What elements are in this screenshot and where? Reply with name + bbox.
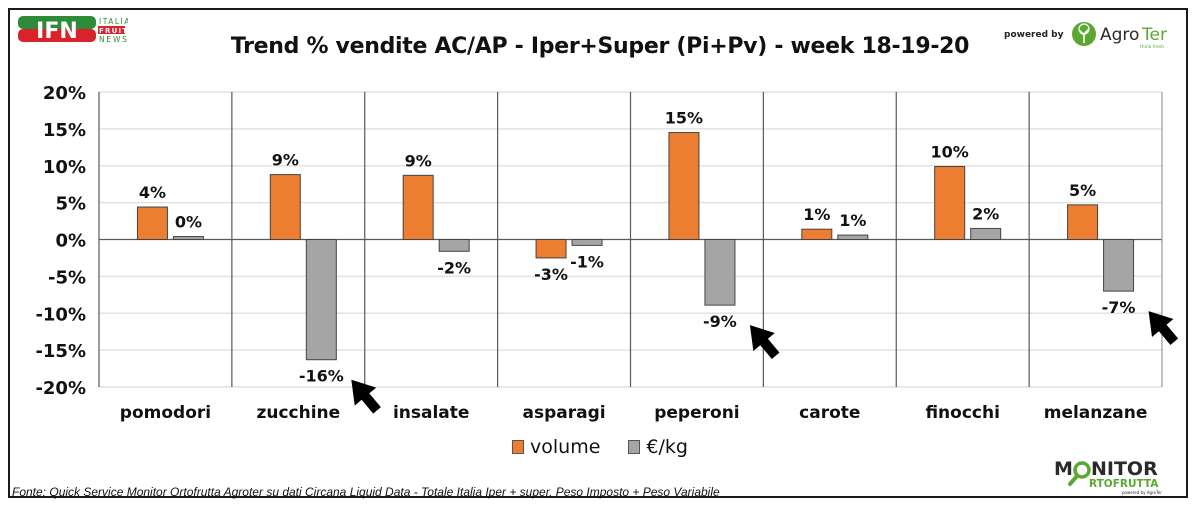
chart-frame bbox=[8, 8, 1188, 498]
data-label: 15% bbox=[665, 109, 703, 128]
svg-text:Agro: Agro bbox=[1100, 25, 1139, 45]
y-tick-label: 15% bbox=[43, 120, 86, 141]
bar-price-carote bbox=[837, 234, 869, 240]
bar-volume-peperoni bbox=[668, 132, 700, 240]
svg-text:powered by AgroTer: powered by AgroTer bbox=[1122, 490, 1162, 495]
data-label: 4% bbox=[139, 183, 166, 202]
svg-text:think fresh: think fresh bbox=[1140, 44, 1164, 50]
x-tick-label: peperoni bbox=[654, 403, 739, 423]
y-tick-label: -5% bbox=[48, 267, 86, 288]
x-tick-label: insalate bbox=[393, 403, 469, 423]
bar-price-melanzane bbox=[1103, 239, 1135, 292]
y-tick-label: 10% bbox=[43, 157, 86, 178]
y-tick-label: -20% bbox=[35, 378, 86, 399]
arrow-icon bbox=[351, 379, 381, 414]
bar-volume-pomodori bbox=[136, 206, 168, 241]
legend-label-price: €/kg bbox=[646, 436, 688, 458]
data-label: -16% bbox=[299, 367, 344, 386]
bar-volume-finocchi bbox=[934, 165, 966, 240]
chart-title: Trend % vendite AC/AP - Iper+Super (Pi+P… bbox=[230, 34, 970, 59]
data-label: -2% bbox=[437, 258, 471, 277]
bar-price-zucchine bbox=[305, 239, 337, 361]
y-tick-label: -15% bbox=[35, 341, 86, 362]
data-label: -1% bbox=[570, 252, 604, 271]
data-label: -7% bbox=[1102, 298, 1136, 317]
arrow-icon bbox=[1148, 311, 1179, 345]
bar-price-peperoni bbox=[704, 239, 736, 306]
agroter-logo: Agro Ter think fresh bbox=[1072, 22, 1167, 50]
svg-text:FRUIT: FRUIT bbox=[99, 27, 128, 35]
svg-text:Ter: Ter bbox=[1141, 25, 1167, 45]
y-axis-ticks: 20% 15% 10% 5% 0% -5% -10% -15% -20% bbox=[35, 83, 86, 399]
data-label: 1% bbox=[803, 205, 830, 224]
y-tick-label: 20% bbox=[43, 83, 86, 104]
legend: volume €/kg bbox=[0, 436, 1200, 458]
arrow-shape bbox=[351, 379, 381, 414]
data-label: 0% bbox=[175, 213, 202, 232]
monitor-ortofrutta-logo: M NITOR RTOFRUTTA powered by AgroTer bbox=[1054, 458, 1162, 495]
svg-text:NITOR: NITOR bbox=[1091, 458, 1158, 480]
legend-swatch-volume bbox=[512, 440, 525, 454]
gridlines bbox=[98, 91, 1163, 388]
data-label: 9% bbox=[272, 151, 299, 170]
source-note: Fonte: Quick Service Monitor Ortofrutta … bbox=[12, 485, 720, 499]
data-label: 10% bbox=[931, 142, 969, 161]
arrow-shape bbox=[749, 325, 780, 359]
bar-price-insalate bbox=[438, 239, 470, 252]
x-tick-label: carote bbox=[799, 403, 860, 423]
bar-price-finocchi bbox=[970, 227, 1002, 240]
x-tick-label: zucchine bbox=[256, 403, 340, 423]
bar-volume-zucchine bbox=[269, 174, 301, 241]
data-labels: 4% 0% 9% -16% 9% -2% -3%-1% 15% -9% 1% 1% 10% 2% 5% -7… bbox=[139, 109, 1136, 386]
y-tick-label: 5% bbox=[55, 194, 86, 215]
bar-volume-melanzane bbox=[1067, 204, 1099, 240]
bar-price-asparagi bbox=[571, 239, 603, 246]
x-tick-label: asparagi bbox=[523, 403, 606, 423]
data-label: -3% bbox=[534, 265, 568, 284]
svg-text:ITALIA: ITALIA bbox=[99, 17, 128, 26]
svg-text:RTOFRUTTA: RTOFRUTTA bbox=[1089, 478, 1159, 490]
legend-label-volume: volume bbox=[530, 436, 601, 458]
data-label: 9% bbox=[405, 151, 432, 170]
bar-price-pomodori bbox=[172, 236, 204, 241]
y-tick-label: 0% bbox=[55, 231, 86, 252]
bar-chart: 20% 15% 10% 5% 0% -5% -10% -15% -20% 4% 0% 9% -16% 9… bbox=[35, 83, 1179, 423]
ifn-logo: IFN ITALIA FRUIT NEWS bbox=[18, 16, 128, 43]
svg-text:NEWS: NEWS bbox=[99, 35, 128, 43]
arrow-shape bbox=[1148, 311, 1179, 345]
legend-item-price: €/kg bbox=[628, 436, 688, 458]
legend-item-volume: volume bbox=[512, 436, 600, 458]
data-label: 2% bbox=[972, 204, 999, 223]
bars bbox=[136, 132, 1135, 361]
x-axis-ticks: pomodori zucchine insalate asparagi peperoni… bbox=[120, 403, 1148, 423]
data-label: 5% bbox=[1069, 181, 1096, 200]
x-tick-label: finocchi bbox=[925, 403, 999, 423]
annotation-arrows bbox=[351, 311, 1179, 414]
data-label: -9% bbox=[703, 312, 737, 331]
arrow-icon bbox=[749, 325, 780, 359]
x-tick-label: melanzane bbox=[1044, 403, 1148, 423]
x-tick-label: pomodori bbox=[120, 403, 211, 423]
svg-text:IFN: IFN bbox=[36, 19, 78, 43]
bar-volume-insalate bbox=[402, 174, 434, 240]
data-label: 1% bbox=[839, 211, 866, 230]
bar-volume-asparagi bbox=[535, 239, 567, 259]
y-tick-label: -10% bbox=[35, 304, 86, 325]
bar-volume-carote bbox=[801, 228, 833, 241]
svg-text:M: M bbox=[1054, 458, 1073, 480]
powered-by-label: powered by bbox=[1004, 30, 1064, 40]
legend-swatch-price bbox=[628, 440, 641, 454]
